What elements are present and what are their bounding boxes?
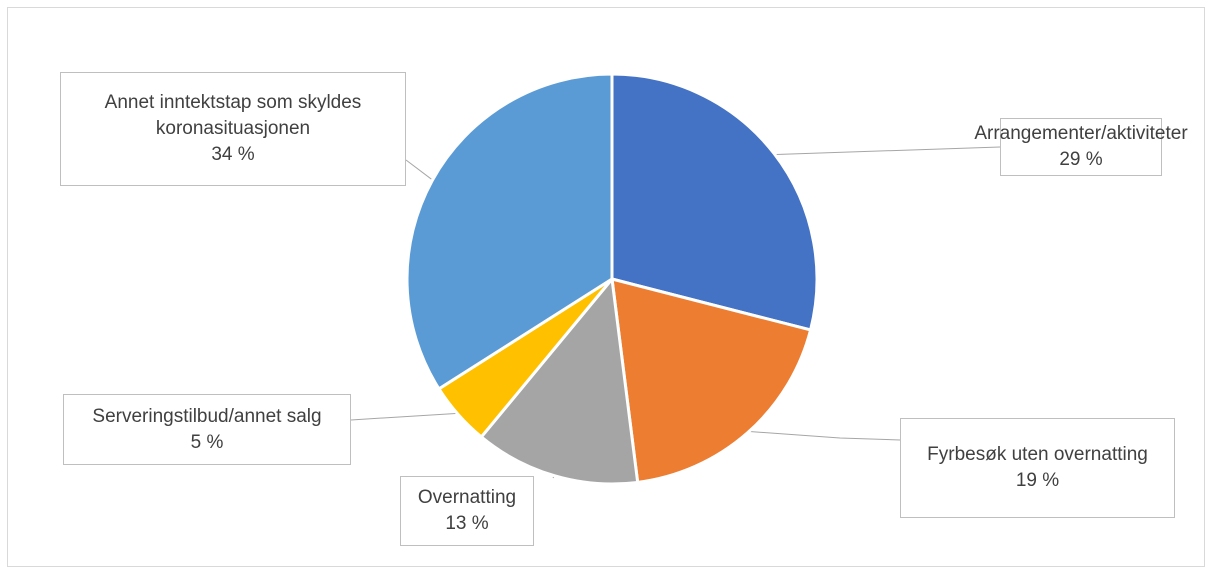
leader-line-1 bbox=[772, 146, 1001, 156]
slice-label: Arrangementer/aktiviteter bbox=[974, 123, 1188, 144]
slice-label-line2: koronasituasjonen bbox=[155, 118, 311, 139]
slice-percent: 5 % bbox=[190, 431, 224, 453]
pie-slices bbox=[405, 72, 819, 486]
slice-percent: 29 % bbox=[1059, 149, 1103, 170]
data-label-arrangementer: Arrangementer/aktiviteter 29 % bbox=[974, 118, 1188, 176]
slice-percent: 19 % bbox=[1015, 470, 1060, 491]
slice-label: Annet inntektstap som skyldes bbox=[104, 92, 362, 113]
slice-label: Serveringstilbud/annet salg bbox=[92, 405, 322, 427]
leader-line-2 bbox=[746, 430, 901, 441]
leader-line-5 bbox=[405, 159, 435, 182]
slice-label: Overnatting bbox=[417, 487, 517, 508]
data-label-servering: Serveringstilbud/annet salg 5 % bbox=[63, 394, 351, 465]
data-label-annet: Annet inntektstap som skyldes koronasitu… bbox=[60, 72, 406, 186]
slice-label: Fyrbesøk uten overnatting bbox=[927, 444, 1148, 465]
pie-slice-3 bbox=[479, 277, 640, 486]
pie-slice-1 bbox=[610, 72, 819, 332]
data-label-fyrbesok: Fyrbesøk uten overnatting 19 % bbox=[900, 418, 1175, 518]
data-label-overnatting: Overnatting 13 % bbox=[400, 476, 534, 546]
pie-slice-5 bbox=[405, 72, 614, 391]
slice-percent: 34 % bbox=[211, 144, 255, 165]
pie-slice-2 bbox=[610, 277, 813, 484]
leader-line-4 bbox=[350, 412, 460, 421]
slice-percent: 13 % bbox=[445, 513, 489, 534]
leader-lines bbox=[350, 146, 1001, 479]
pie-chart bbox=[350, 72, 1001, 486]
